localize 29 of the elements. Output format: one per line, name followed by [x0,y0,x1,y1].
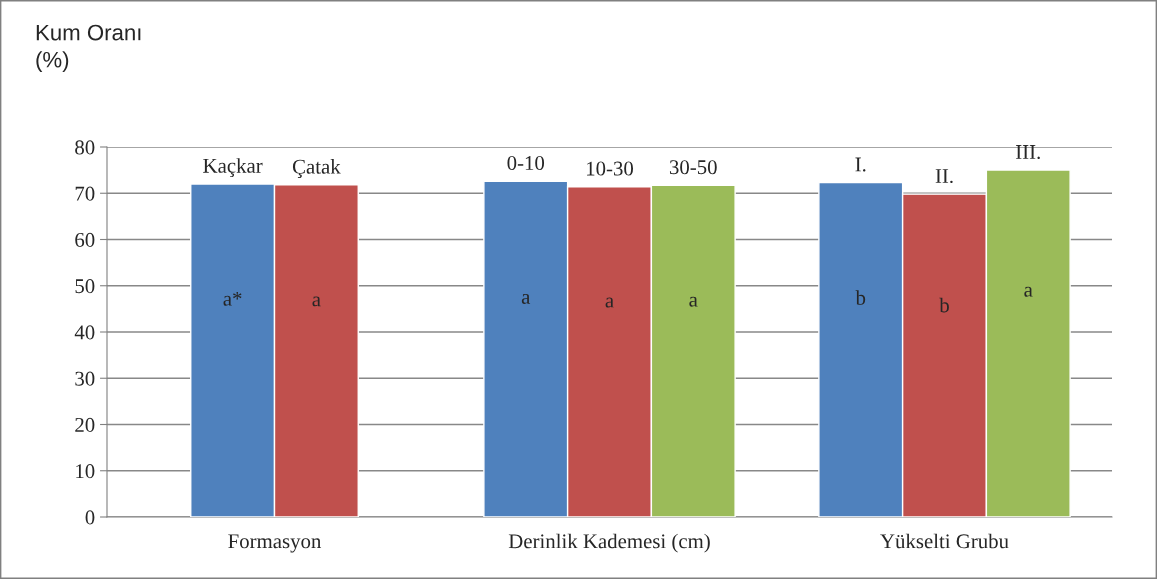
annotation: a* [223,291,242,306]
data-label: Kaçkar [203,158,263,178]
y-tick-label: 50 [75,279,95,294]
y-tick-label: 80 [75,140,95,155]
data-label: 30-50 [669,160,717,175]
x-tick-label: Derinlik Kademesi (cm) [508,533,710,553]
y-tick-label: 70 [75,186,95,201]
y-tick-label: 30 [75,371,95,386]
annotation: b [855,290,866,305]
x-tick-label: Formasyon [228,534,322,553]
annotation: a [312,296,321,307]
data-label: 0-10 [507,156,545,171]
annotation: b [939,297,949,313]
y-tick-label: 0 [85,510,95,525]
y-axis-title: Kum Oranı (%) [36,24,141,72]
annotation: a [1024,286,1033,297]
y-tick-label: 60 [75,232,95,247]
data-label: 10-30 [587,161,634,176]
annotation: a [605,297,614,308]
data-label: III. [1015,145,1040,160]
y-tick-label: 10 [76,464,95,479]
annotation: a [521,293,531,304]
data-label: II. [935,169,953,184]
y-tick-label: 20 [75,417,95,432]
y-tick-label: 40 [74,325,95,340]
x-tick-label: Yükselti Grubu [880,533,1009,549]
data-label: I. [855,157,866,172]
annotation: a [689,296,698,307]
data-label: Çatak [292,159,341,178]
